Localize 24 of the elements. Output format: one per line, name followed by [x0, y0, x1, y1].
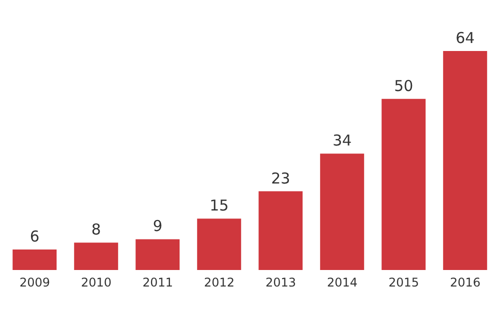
bar [443, 51, 488, 270]
bar [320, 154, 364, 270]
x-tick-label: 2013 [265, 276, 296, 290]
x-tick-label: 2011 [142, 276, 174, 290]
data-label: 34 [332, 132, 352, 150]
data-label: 50 [394, 76, 414, 95]
x-tick-label: 2016 [450, 276, 481, 290]
data-label: 64 [456, 29, 475, 47]
data-label: 8 [91, 220, 101, 239]
x-tick-label: 2012 [204, 276, 235, 290]
bar [382, 98, 426, 270]
data-label: 23 [271, 169, 290, 188]
x-tick-label: 2015 [388, 276, 420, 290]
bar [74, 242, 118, 270]
x-tick-label: 2009 [19, 276, 50, 290]
bar [12, 249, 57, 270]
data-label: 15 [210, 196, 229, 215]
data-label: 6 [30, 227, 40, 246]
x-tick-label: 2014 [326, 276, 358, 290]
bar [197, 218, 242, 270]
data-label: 9 [152, 217, 162, 236]
bar [258, 191, 303, 270]
x-tick-label: 2010 [80, 276, 112, 290]
bar [136, 239, 180, 270]
